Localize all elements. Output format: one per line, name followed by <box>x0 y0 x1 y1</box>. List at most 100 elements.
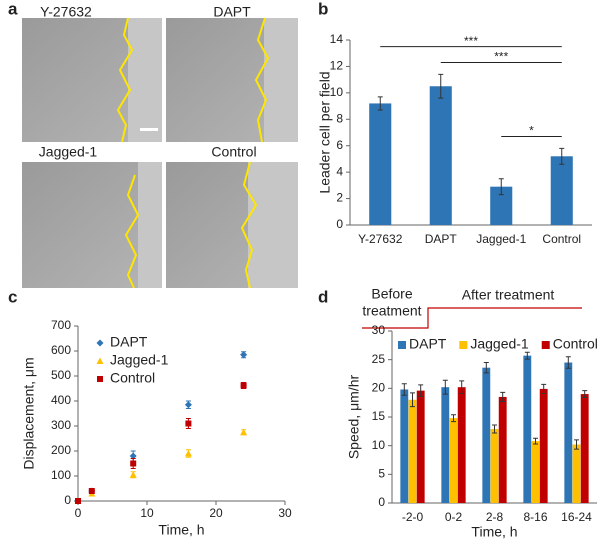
error-bar <box>377 96 383 111</box>
bar <box>490 429 499 503</box>
open-area <box>128 18 162 142</box>
error-bar <box>524 351 530 360</box>
bar <box>457 387 466 503</box>
error-bar <box>582 390 588 399</box>
significance-label: *** <box>464 34 478 48</box>
bar <box>400 389 409 503</box>
legend-marker <box>97 376 103 382</box>
phase-label: treatment <box>362 303 421 319</box>
legend-label: Jagged-1 <box>470 336 529 352</box>
y-tick-label: 700 <box>51 318 71 332</box>
bar <box>429 86 452 225</box>
y-tick-label: 600 <box>51 343 71 357</box>
point <box>240 428 248 436</box>
y-tick-label: 0 <box>378 495 385 509</box>
open-area <box>138 162 162 288</box>
bar <box>416 390 425 503</box>
image-label: DAPT <box>213 4 251 20</box>
y-tick-label: 400 <box>51 393 71 407</box>
y-tick-label: 8 <box>336 111 343 125</box>
point <box>184 450 192 457</box>
y-tick-label: 2 <box>336 191 343 205</box>
x-tick-label: 0-2 <box>445 510 463 524</box>
x-tick-label: 30 <box>278 506 292 520</box>
phase-label: Before <box>371 286 412 302</box>
legend-label: Control <box>110 370 155 386</box>
error-bar <box>459 380 465 394</box>
error-bar <box>401 383 407 396</box>
legend-swatch <box>541 341 550 349</box>
point <box>240 382 247 389</box>
point <box>75 498 81 504</box>
legend-marker <box>96 357 104 364</box>
error-bar <box>559 147 565 165</box>
legend-swatch <box>459 341 468 349</box>
significance-label: * <box>529 124 534 138</box>
point <box>184 401 192 409</box>
image-label: Control <box>211 144 256 160</box>
point <box>130 460 137 467</box>
x-tick-label: 10 <box>140 506 154 520</box>
y-tick-label: 30 <box>372 323 386 337</box>
open-area <box>248 162 298 288</box>
bar <box>531 441 540 503</box>
legend-label: Jagged-1 <box>110 352 169 368</box>
bar <box>550 156 573 225</box>
y-tick-label: 0 <box>336 217 343 231</box>
legend-marker <box>96 339 104 347</box>
error-bar <box>565 356 571 369</box>
x-axis-label: Time, h <box>158 522 204 538</box>
panel-label: b <box>318 0 328 18</box>
y-tick-label: 4 <box>336 164 343 178</box>
image-label: Y-27632 <box>40 4 92 20</box>
bar <box>539 388 548 503</box>
panel-label: c <box>8 287 17 306</box>
bar <box>523 355 532 503</box>
bar <box>580 394 589 503</box>
bar <box>490 186 513 225</box>
open-area <box>264 18 298 142</box>
y-tick-label: 200 <box>51 443 71 457</box>
bar <box>441 387 450 503</box>
front-line <box>240 161 258 289</box>
error-bar <box>438 73 444 99</box>
legend-label: Control <box>553 336 598 352</box>
legend-label: DAPT <box>409 336 447 352</box>
point <box>129 471 137 478</box>
point <box>129 452 137 460</box>
front-line <box>116 17 134 143</box>
front-line <box>254 17 270 143</box>
x-tick-label: Y-27632 <box>358 232 403 246</box>
bar <box>482 367 491 503</box>
x-tick-label: Control <box>542 232 581 246</box>
point <box>185 420 192 427</box>
front-line <box>124 174 140 289</box>
point <box>88 488 95 494</box>
image-label: Jagged-1 <box>39 144 98 160</box>
y-axis-label: Displacement, μm <box>21 357 37 469</box>
phase-label: After treatment <box>462 287 555 303</box>
bar <box>564 362 573 503</box>
y-tick-label: 300 <box>51 418 71 432</box>
bar <box>369 103 392 225</box>
x-axis-label: Time, h <box>471 524 517 540</box>
error-bar <box>410 392 415 408</box>
y-tick-label: 10 <box>372 438 386 452</box>
y-axis-label: Leader cell per field <box>317 71 333 193</box>
error-bar <box>500 391 506 403</box>
y-tick-label: 14 <box>330 32 344 46</box>
y-tick-label: 25 <box>372 352 386 366</box>
y-tick-label: 15 <box>372 409 386 423</box>
y-tick-label: 12 <box>330 59 344 73</box>
bar <box>498 396 507 503</box>
phase-line <box>362 307 582 329</box>
y-tick-label: 100 <box>51 468 71 482</box>
image-panel: Y-27632 DAPT Jagged-1 Control <box>22 4 298 289</box>
error-bar <box>498 178 504 196</box>
bar <box>449 418 458 503</box>
y-tick-label: 500 <box>51 368 71 382</box>
x-tick-label: 8-16 <box>523 510 547 524</box>
legend-label: DAPT <box>110 334 148 350</box>
x-tick-label: Jagged-1 <box>476 232 526 246</box>
error-bar <box>492 424 497 434</box>
